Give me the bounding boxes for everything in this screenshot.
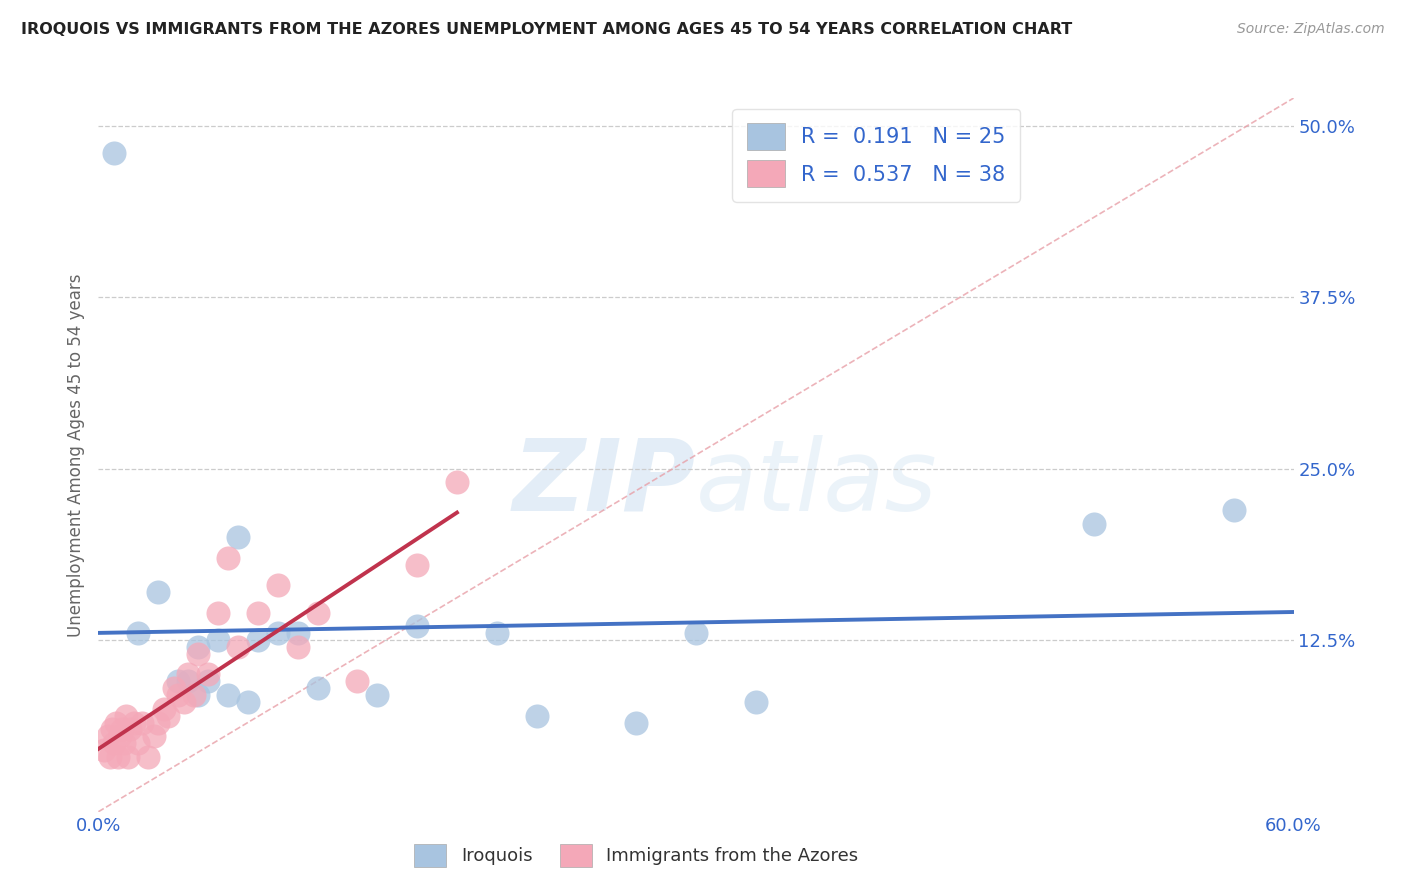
- Point: [485, 626, 508, 640]
- Point: [246, 606, 269, 620]
- Point: [187, 640, 209, 654]
- Point: [105, 715, 128, 730]
- Point: [167, 688, 190, 702]
- Legend: Iroquois, Immigrants from the Azores: Iroquois, Immigrants from the Azores: [406, 837, 866, 874]
- Point: [117, 749, 139, 764]
- Point: [207, 633, 229, 648]
- Point: [98, 749, 122, 764]
- Text: IROQUOIS VS IMMIGRANTS FROM THE AZORES UNEMPLOYMENT AMONG AGES 45 TO 54 YEARS CO: IROQUOIS VS IMMIGRANTS FROM THE AZORES U…: [21, 22, 1073, 37]
- Point: [143, 729, 166, 743]
- Point: [226, 640, 249, 654]
- Point: [307, 681, 329, 696]
- Point: [287, 626, 309, 640]
- Y-axis label: Unemployment Among Ages 45 to 54 years: Unemployment Among Ages 45 to 54 years: [66, 273, 84, 637]
- Point: [127, 626, 149, 640]
- Point: [124, 715, 146, 730]
- Point: [197, 667, 219, 681]
- Point: [187, 647, 209, 661]
- Point: [131, 715, 153, 730]
- Point: [406, 558, 429, 572]
- Point: [157, 708, 180, 723]
- Point: [93, 743, 115, 757]
- Point: [136, 749, 159, 764]
- Point: [526, 708, 548, 723]
- Point: [446, 475, 468, 490]
- Point: [217, 688, 239, 702]
- Point: [103, 736, 125, 750]
- Point: [112, 736, 135, 750]
- Point: [167, 674, 190, 689]
- Point: [366, 688, 388, 702]
- Point: [153, 702, 176, 716]
- Point: [346, 674, 368, 689]
- Point: [406, 619, 429, 633]
- Point: [267, 578, 290, 592]
- Point: [111, 723, 134, 737]
- Point: [148, 715, 170, 730]
- Point: [307, 606, 329, 620]
- Point: [103, 146, 125, 161]
- Point: [246, 633, 269, 648]
- Point: [267, 626, 290, 640]
- Point: [120, 723, 142, 737]
- Point: [197, 674, 219, 689]
- Point: [173, 695, 195, 709]
- Text: ZIP: ZIP: [513, 435, 696, 532]
- Point: [148, 585, 170, 599]
- Point: [207, 606, 229, 620]
- Point: [287, 640, 309, 654]
- Text: Source: ZipAtlas.com: Source: ZipAtlas.com: [1237, 22, 1385, 37]
- Point: [1083, 516, 1105, 531]
- Point: [685, 626, 707, 640]
- Point: [163, 681, 186, 696]
- Point: [187, 688, 209, 702]
- Point: [177, 674, 200, 689]
- Point: [177, 667, 200, 681]
- Point: [217, 550, 239, 565]
- Point: [183, 688, 205, 702]
- Point: [107, 749, 129, 764]
- Point: [101, 723, 124, 737]
- Text: atlas: atlas: [696, 435, 938, 532]
- Point: [745, 695, 768, 709]
- Point: [127, 736, 149, 750]
- Point: [236, 695, 259, 709]
- Point: [97, 729, 120, 743]
- Point: [110, 729, 132, 743]
- Point: [226, 530, 249, 544]
- Point: [624, 715, 647, 730]
- Point: [115, 708, 138, 723]
- Point: [1222, 503, 1246, 517]
